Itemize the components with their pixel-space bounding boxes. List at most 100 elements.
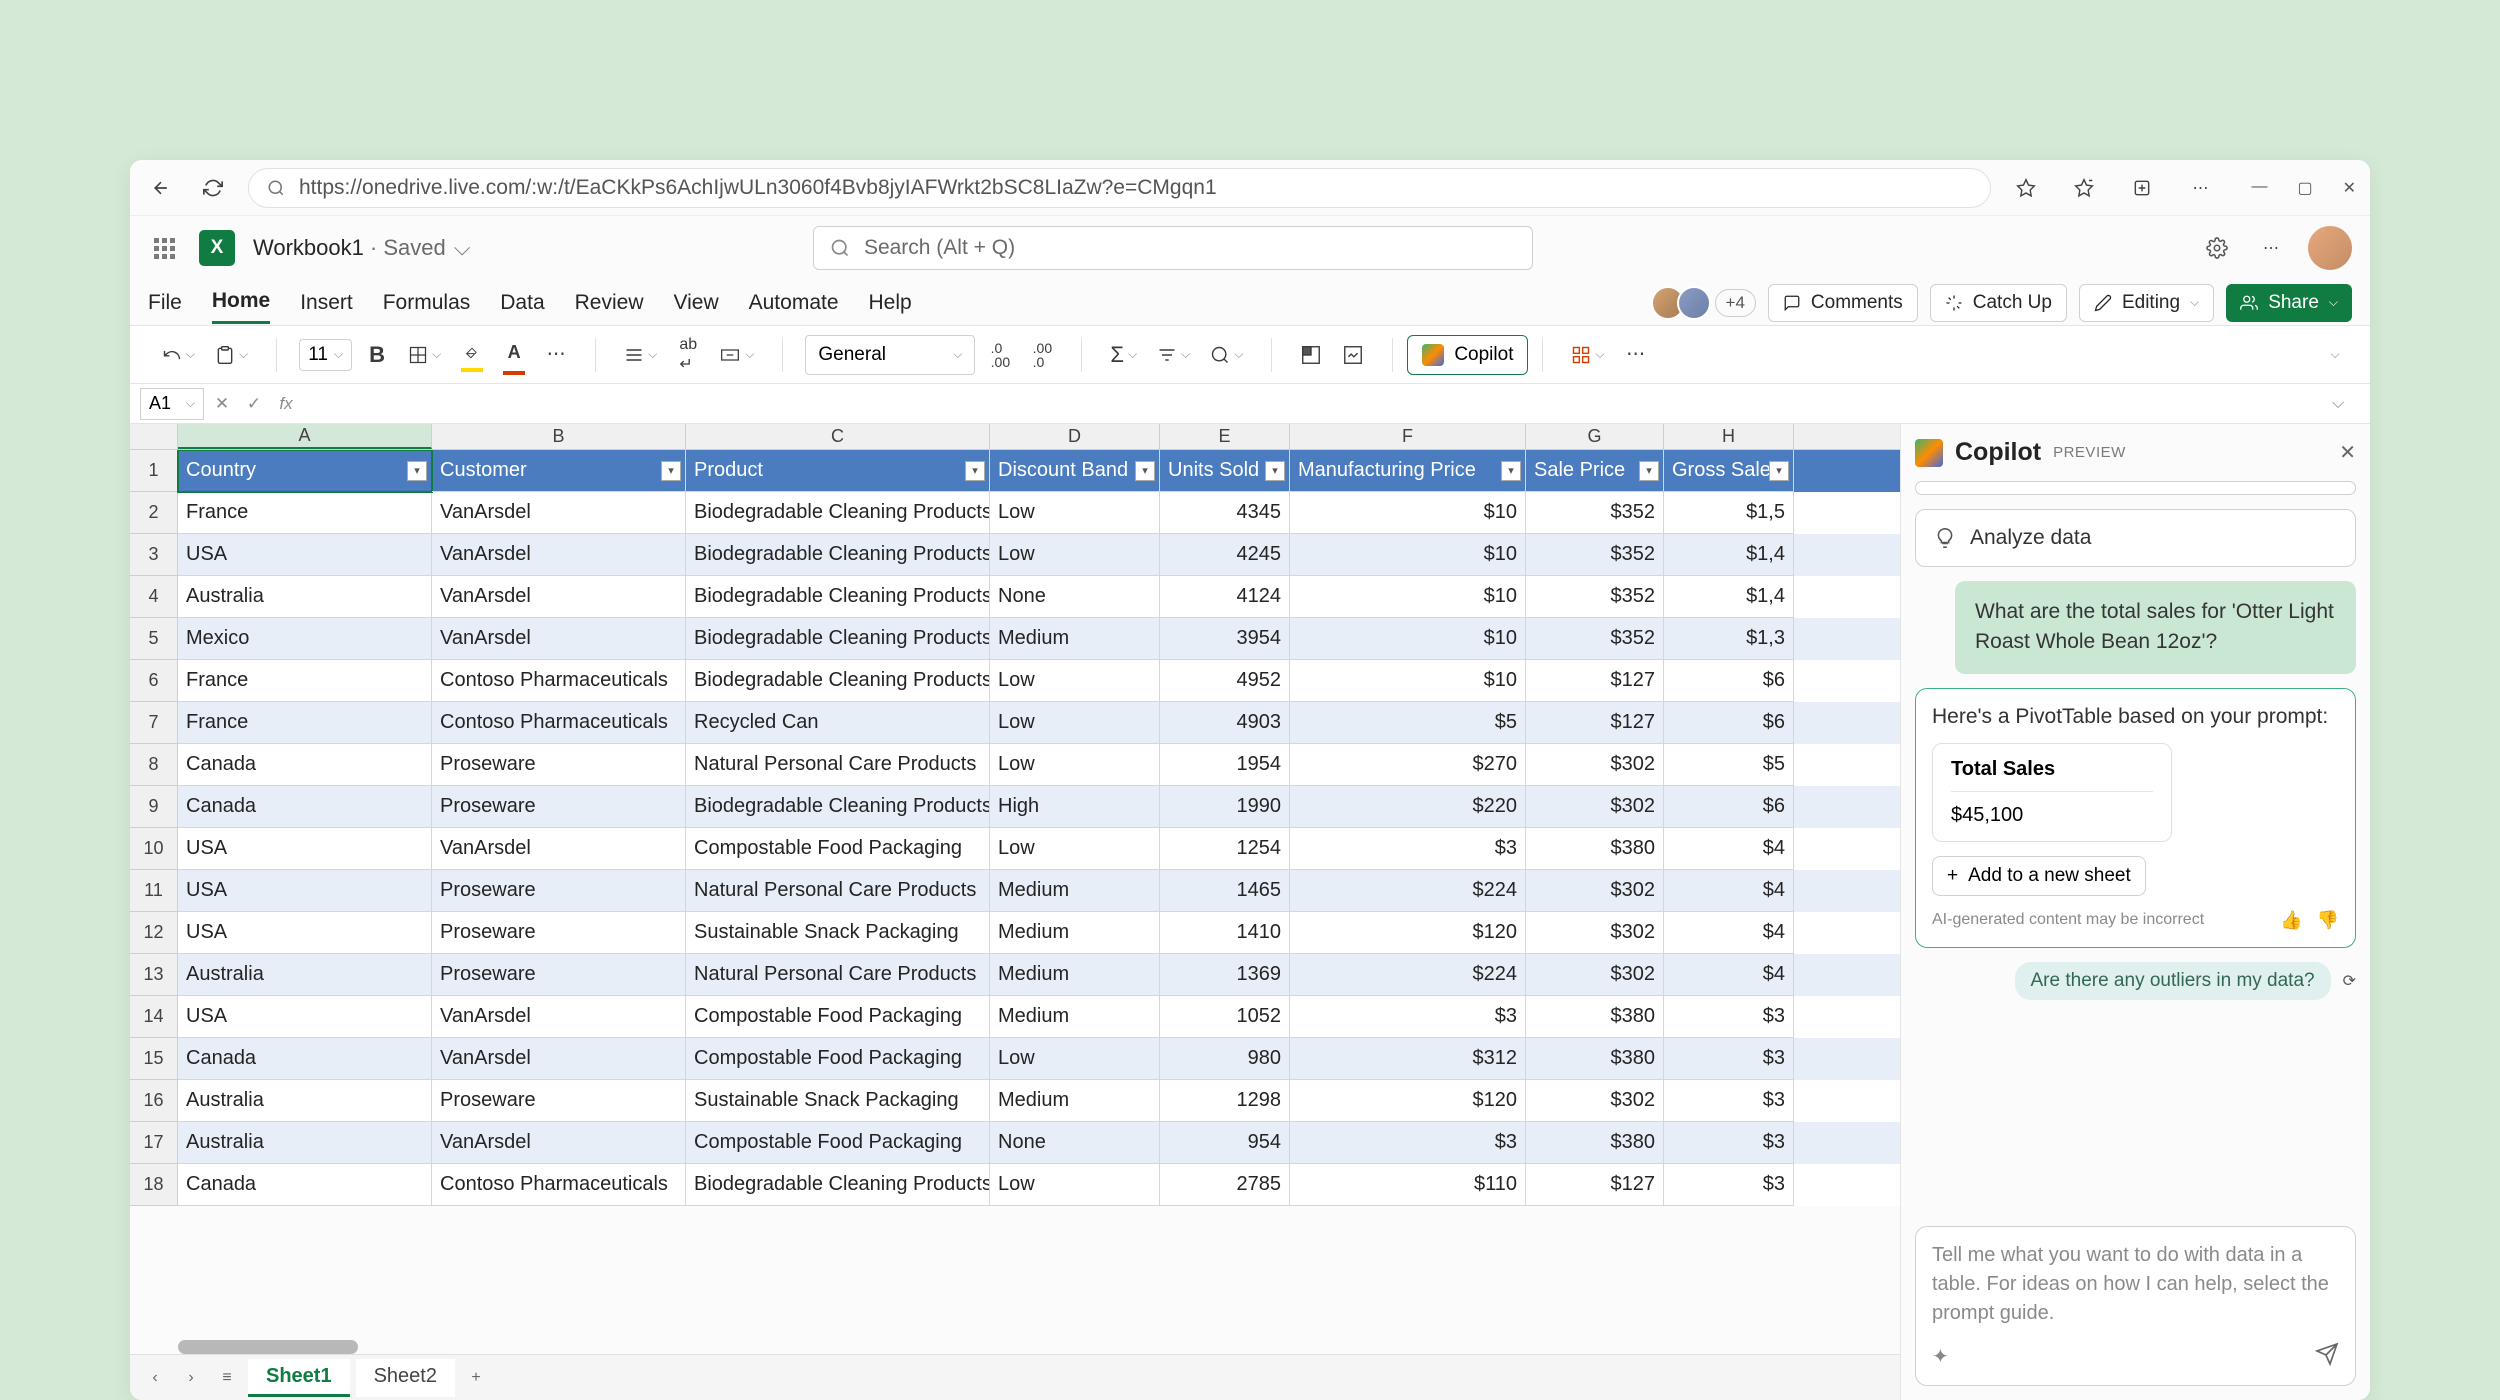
tab-automate[interactable]: Automate [749, 283, 839, 323]
cell[interactable]: Medium [990, 912, 1160, 954]
document-title[interactable]: Workbook1 · Saved ⌵ [253, 235, 470, 261]
settings-icon[interactable] [2200, 231, 2234, 265]
header-cell[interactable]: Units Sold▾ [1160, 450, 1290, 492]
cell[interactable]: $4 [1664, 828, 1794, 870]
cell[interactable]: $4 [1664, 912, 1794, 954]
filter-dropdown-icon[interactable]: ▾ [965, 461, 985, 481]
browser-more-icon[interactable]: ⋯ [2183, 171, 2217, 205]
send-button[interactable] [2315, 1342, 2339, 1371]
tab-data[interactable]: Data [500, 283, 544, 323]
cell[interactable]: $3 [1664, 1080, 1794, 1122]
cell[interactable]: Natural Personal Care Products [686, 954, 990, 996]
thumbs-down-button[interactable]: 👎 [2317, 910, 2339, 931]
select-all-corner[interactable] [130, 424, 178, 449]
cell[interactable]: $352 [1526, 576, 1664, 618]
cell[interactable]: Low [990, 492, 1160, 534]
cell[interactable]: 1990 [1160, 786, 1290, 828]
cell[interactable]: Biodegradable Cleaning Products [686, 492, 990, 534]
row-header[interactable]: 4 [130, 576, 178, 618]
copilot-button[interactable]: Copilot [1407, 335, 1528, 375]
address-bar[interactable]: https://onedrive.live.com/:w:/t/EaCKkPs6… [248, 168, 1991, 208]
cell[interactable]: Compostable Food Packaging [686, 1038, 990, 1080]
cell[interactable]: Low [990, 744, 1160, 786]
maximize-button[interactable]: ▢ [2297, 178, 2312, 198]
cell[interactable]: Medium [990, 618, 1160, 660]
cell[interactable]: Biodegradable Cleaning Products [686, 618, 990, 660]
cell[interactable]: $3 [1290, 996, 1526, 1038]
cell[interactable]: Biodegradable Cleaning Products [686, 576, 990, 618]
cell[interactable]: Proseware [432, 786, 686, 828]
cell[interactable]: Sustainable Snack Packaging [686, 912, 990, 954]
cell[interactable]: Compostable Food Packaging [686, 996, 990, 1038]
cell[interactable]: $6 [1664, 786, 1794, 828]
header-cell[interactable]: Manufacturing Price▾ [1290, 450, 1526, 492]
cell[interactable]: Proseware [432, 954, 686, 996]
row-header[interactable]: 17 [130, 1122, 178, 1164]
sheet-tab[interactable]: Sheet2 [356, 1359, 455, 1397]
undo-button[interactable]: ⌵ [156, 335, 201, 375]
cell[interactable]: Proseware [432, 870, 686, 912]
row-header[interactable]: 1 [130, 450, 178, 492]
user-avatar[interactable] [2308, 226, 2352, 270]
cell[interactable]: $127 [1526, 702, 1664, 744]
tab-file[interactable]: File [148, 283, 182, 323]
cell[interactable]: Recycled Can [686, 702, 990, 744]
name-box[interactable]: A1⌵ [140, 388, 204, 420]
merge-button[interactable]: ⌵ [713, 335, 760, 375]
cell[interactable]: Biodegradable Cleaning Products [686, 786, 990, 828]
cell[interactable]: 3954 [1160, 618, 1290, 660]
cell[interactable]: $4 [1664, 954, 1794, 996]
cell[interactable]: VanArsdel [432, 534, 686, 576]
wrap-text-button[interactable]: ab↵ [671, 335, 705, 375]
row-header[interactable]: 11 [130, 870, 178, 912]
catchup-button[interactable]: Catch Up [1930, 284, 2067, 322]
cell[interactable]: $3 [1664, 996, 1794, 1038]
cell[interactable]: $6 [1664, 660, 1794, 702]
cell[interactable]: 1052 [1160, 996, 1290, 1038]
cell[interactable]: $120 [1290, 1080, 1526, 1122]
row-header[interactable]: 18 [130, 1164, 178, 1206]
cell[interactable]: $3 [1664, 1038, 1794, 1080]
copilot-input-box[interactable]: Tell me what you want to do with data in… [1915, 1226, 2356, 1386]
cell[interactable]: $224 [1290, 954, 1526, 996]
cell[interactable]: 4952 [1160, 660, 1290, 702]
share-button[interactable]: Share⌵ [2226, 284, 2352, 322]
cell[interactable]: Biodegradable Cleaning Products [686, 660, 990, 702]
decrease-decimal-button[interactable]: .0.00 [983, 335, 1017, 375]
cell[interactable]: $380 [1526, 828, 1664, 870]
font-size-select[interactable]: 11⌵ [299, 339, 352, 371]
sheet-list-button[interactable]: ≡ [212, 1363, 242, 1393]
cell[interactable]: $3 [1664, 1122, 1794, 1164]
formula-input[interactable] [304, 388, 2328, 420]
addins-button[interactable]: ⌵ [1565, 335, 1610, 375]
cell[interactable]: Low [990, 1038, 1160, 1080]
cell[interactable]: $302 [1526, 912, 1664, 954]
row-header[interactable]: 2 [130, 492, 178, 534]
row-header[interactable]: 10 [130, 828, 178, 870]
enter-formula-button[interactable]: ✓ [240, 390, 268, 418]
cell[interactable]: Low [990, 702, 1160, 744]
cell[interactable]: VanArsdel [432, 1122, 686, 1164]
column-header[interactable]: B [432, 424, 686, 449]
tab-review[interactable]: Review [575, 283, 644, 323]
cell[interactable]: Low [990, 534, 1160, 576]
minimize-button[interactable]: — [2251, 178, 2267, 198]
cell[interactable]: Sustainable Snack Packaging [686, 1080, 990, 1122]
cell[interactable]: 1254 [1160, 828, 1290, 870]
column-header[interactable]: C [686, 424, 990, 449]
cell[interactable]: $10 [1290, 618, 1526, 660]
cell[interactable]: $10 [1290, 492, 1526, 534]
suggestion-pill[interactable]: Are there any outliers in my data? [2015, 962, 2331, 1000]
cell[interactable]: 1410 [1160, 912, 1290, 954]
cell[interactable]: France [178, 702, 432, 744]
tab-formulas[interactable]: Formulas [383, 283, 471, 323]
row-header[interactable]: 9 [130, 786, 178, 828]
filter-dropdown-icon[interactable]: ▾ [407, 461, 427, 481]
cell[interactable]: VanArsdel [432, 492, 686, 534]
cancel-formula-button[interactable]: ✕ [208, 390, 236, 418]
cell[interactable]: $127 [1526, 660, 1664, 702]
cell[interactable]: $1,5 [1664, 492, 1794, 534]
add-sheet-button[interactable]: + [461, 1363, 491, 1393]
cell[interactable]: $127 [1526, 1164, 1664, 1206]
cell[interactable]: High [990, 786, 1160, 828]
